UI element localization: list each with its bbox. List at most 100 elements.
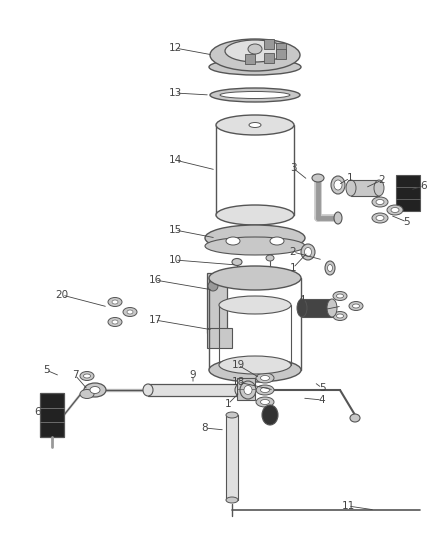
Ellipse shape: [112, 320, 118, 324]
Ellipse shape: [266, 255, 274, 261]
Text: 4: 4: [299, 295, 305, 305]
Ellipse shape: [216, 115, 294, 135]
Bar: [148, 384, 240, 396]
Text: 5: 5: [404, 217, 410, 227]
Ellipse shape: [80, 372, 94, 381]
Ellipse shape: [376, 215, 384, 221]
Ellipse shape: [372, 213, 388, 223]
Ellipse shape: [336, 294, 343, 298]
Ellipse shape: [333, 292, 347, 301]
Text: 11: 11: [341, 501, 355, 511]
Text: 12: 12: [168, 43, 182, 53]
Bar: [396, 175, 420, 211]
Text: 18: 18: [231, 377, 245, 387]
Ellipse shape: [244, 385, 252, 394]
Bar: [40, 393, 64, 437]
Ellipse shape: [143, 384, 153, 396]
Ellipse shape: [336, 314, 343, 318]
Ellipse shape: [127, 310, 133, 314]
Ellipse shape: [219, 296, 291, 314]
Ellipse shape: [232, 259, 242, 265]
Ellipse shape: [334, 212, 342, 224]
Ellipse shape: [333, 311, 347, 320]
Text: 15: 15: [168, 225, 182, 235]
Ellipse shape: [84, 383, 106, 397]
Ellipse shape: [353, 304, 360, 308]
Bar: [237, 378, 255, 400]
Ellipse shape: [350, 414, 360, 422]
Ellipse shape: [123, 308, 137, 317]
Ellipse shape: [301, 244, 315, 260]
Ellipse shape: [209, 266, 301, 290]
Ellipse shape: [376, 199, 384, 205]
Ellipse shape: [334, 180, 342, 190]
Circle shape: [208, 281, 218, 291]
Ellipse shape: [328, 264, 332, 271]
Bar: [207, 273, 227, 333]
Ellipse shape: [108, 297, 122, 306]
Ellipse shape: [256, 373, 274, 383]
Ellipse shape: [346, 180, 356, 196]
Bar: [226, 415, 238, 500]
Text: 2: 2: [379, 175, 385, 185]
Ellipse shape: [256, 397, 274, 407]
Bar: [207, 328, 232, 348]
Ellipse shape: [261, 387, 269, 392]
Text: 5: 5: [42, 365, 49, 375]
Ellipse shape: [256, 385, 274, 395]
Bar: [351, 180, 379, 196]
Ellipse shape: [225, 40, 285, 62]
Text: 6: 6: [35, 407, 41, 417]
Ellipse shape: [226, 412, 238, 418]
Text: 20: 20: [56, 290, 69, 300]
Ellipse shape: [270, 237, 284, 245]
Text: 19: 19: [231, 360, 245, 370]
Ellipse shape: [374, 180, 384, 196]
Ellipse shape: [235, 384, 245, 396]
Ellipse shape: [261, 376, 269, 381]
Text: 1: 1: [347, 173, 353, 183]
Ellipse shape: [209, 358, 301, 382]
Ellipse shape: [297, 299, 307, 317]
Ellipse shape: [216, 205, 294, 225]
Ellipse shape: [210, 39, 300, 71]
Ellipse shape: [226, 237, 240, 245]
Text: 3: 3: [290, 163, 297, 173]
Text: 5: 5: [319, 305, 325, 315]
Text: 2: 2: [290, 247, 297, 257]
Bar: [264, 39, 274, 49]
Bar: [276, 43, 286, 53]
Bar: [245, 54, 255, 64]
Ellipse shape: [90, 386, 100, 393]
Ellipse shape: [331, 176, 345, 194]
Ellipse shape: [210, 88, 300, 102]
Ellipse shape: [327, 299, 337, 317]
Text: 8: 8: [201, 423, 208, 433]
Ellipse shape: [387, 205, 403, 215]
Ellipse shape: [205, 225, 305, 251]
Ellipse shape: [219, 356, 291, 374]
Text: 4: 4: [319, 395, 325, 405]
Ellipse shape: [349, 302, 363, 311]
Ellipse shape: [391, 207, 399, 213]
Ellipse shape: [249, 123, 261, 127]
Ellipse shape: [240, 381, 256, 399]
Text: 16: 16: [148, 275, 162, 285]
Ellipse shape: [312, 174, 324, 182]
Text: 7: 7: [72, 370, 78, 380]
Ellipse shape: [112, 300, 118, 304]
Ellipse shape: [372, 197, 388, 207]
Ellipse shape: [80, 390, 94, 399]
Text: 13: 13: [168, 88, 182, 98]
Ellipse shape: [262, 405, 278, 425]
Text: 5: 5: [319, 383, 325, 393]
Ellipse shape: [84, 374, 91, 378]
Ellipse shape: [304, 247, 311, 256]
Text: 10: 10: [169, 255, 182, 265]
Text: 1: 1: [290, 263, 297, 273]
Ellipse shape: [248, 44, 262, 54]
Bar: [264, 53, 274, 63]
Ellipse shape: [325, 261, 335, 275]
Text: 6: 6: [420, 181, 427, 191]
Text: 14: 14: [168, 155, 182, 165]
